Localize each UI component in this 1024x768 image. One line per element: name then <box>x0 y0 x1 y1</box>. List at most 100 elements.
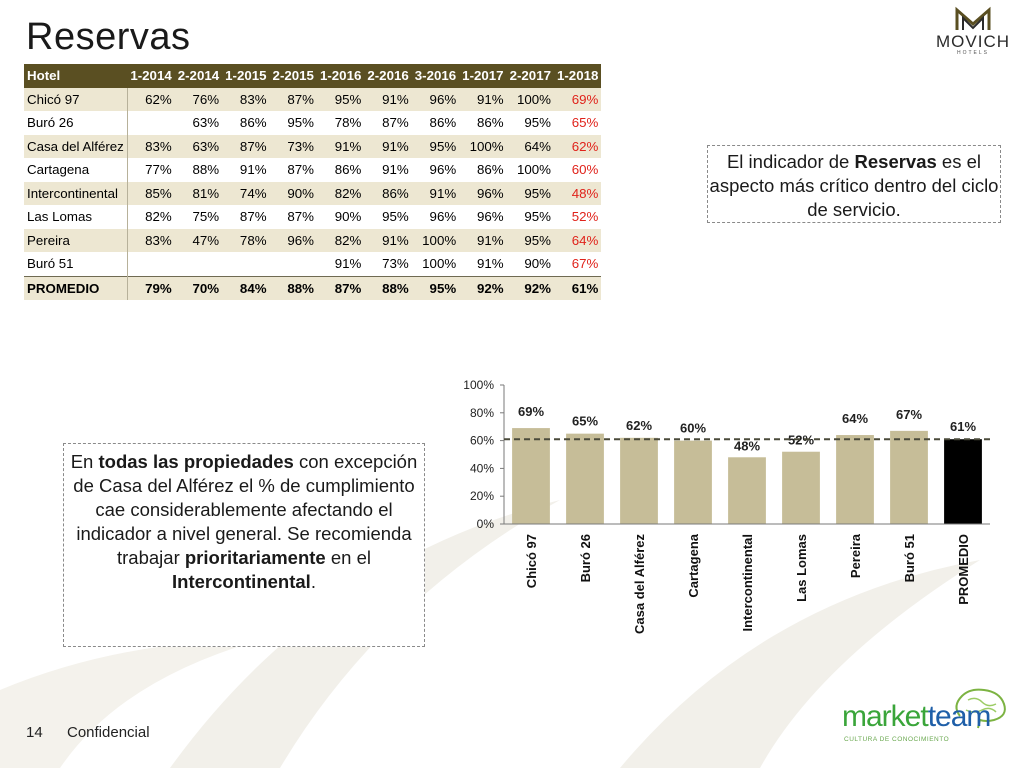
callout-text: con excepción de Casa del Alférez el % d… <box>73 451 418 568</box>
column-header-period: 1-2014 <box>127 64 175 88</box>
category-label: Las Lomas <box>794 534 809 602</box>
percentage-cell: 83% <box>222 87 270 111</box>
percentage-cell: 85% <box>127 181 175 205</box>
bar <box>728 457 766 524</box>
percentage-cell: 91% <box>459 87 507 111</box>
percentage-cell: 100% <box>411 228 460 252</box>
column-header-period: 1-2015 <box>222 64 270 88</box>
hotel-name-cell: Chicó 97 <box>24 87 128 111</box>
callout-text: en el <box>325 547 371 568</box>
percentage-cell <box>269 252 317 276</box>
average-value-cell: 88% <box>364 275 412 300</box>
y-tick-label: 60% <box>470 434 494 448</box>
percentage-cell: 63% <box>174 111 223 135</box>
y-tick-label: 80% <box>470 406 494 420</box>
percentage-cell: 62% <box>127 87 175 111</box>
hotel-name-cell: Las Lomas <box>24 205 128 229</box>
marketteam-wordmark: marketteam <box>842 700 991 734</box>
bar <box>620 437 658 524</box>
column-header-period: 2-2016 <box>364 64 412 88</box>
percentage-cell: 96% <box>411 158 460 182</box>
percentage-cell: 83% <box>127 134 175 158</box>
percentage-cell: 75% <box>174 205 223 229</box>
table-row: Casa del Alférez 83% 63% 87% 73% 91% 91% 95% 100… <box>24 134 602 158</box>
category-label: Intercontinental <box>740 534 755 632</box>
percentage-cell: 73% <box>364 252 412 276</box>
percentage-cell: 82% <box>127 205 175 229</box>
percentage-cell: 100% <box>506 158 554 182</box>
percentage-cell: 95% <box>506 205 554 229</box>
percentage-cell: 91% <box>316 252 365 276</box>
percentage-cell: 74% <box>222 181 270 205</box>
table-row: Las Lomas 82% 75% 87% 87% 90% 95% 96% 96% 95% 52% <box>24 205 602 229</box>
propiedades-callout: En todas las propiedades con excepción d… <box>63 443 425 647</box>
column-header-period: 1-2017 <box>459 64 507 88</box>
bar <box>512 428 550 524</box>
average-value-cell: 88% <box>269 275 317 300</box>
table-row: Pereira 83% 47% 78% 96% 82% 91% 100% 91% 95% 64% <box>24 228 602 252</box>
column-header-period: 2-2017 <box>506 64 554 88</box>
y-tick-label: 40% <box>470 461 494 475</box>
percentage-cell: 83% <box>127 228 175 252</box>
column-header-period: 1-2018 <box>553 64 602 88</box>
data-label: 62% <box>626 418 652 433</box>
percentage-cell: 52% <box>553 205 602 229</box>
average-value-cell: 84% <box>222 275 270 300</box>
percentage-cell: 91% <box>411 181 460 205</box>
percentage-cell: 78% <box>316 111 365 135</box>
table-row: Buró 51 91% 73% 100% 91% 90% 67% <box>24 252 602 276</box>
percentage-cell: 82% <box>316 181 365 205</box>
table-row: Intercontinental 85% 81% 74% 90% 82% 86% 91% 96%… <box>24 181 602 205</box>
data-label: 48% <box>734 438 760 453</box>
percentage-cell: 87% <box>269 205 317 229</box>
data-label: 69% <box>518 404 544 419</box>
percentage-cell: 87% <box>269 158 317 182</box>
percentage-cell: 100% <box>459 134 507 158</box>
percentage-cell: 48% <box>553 181 602 205</box>
percentage-cell: 67% <box>553 252 602 276</box>
marketteam-tagline: CULTURA DE CONOCIMIENTO <box>844 736 950 743</box>
percentage-cell: 100% <box>411 252 460 276</box>
footer-label: Confidencial <box>67 724 150 741</box>
callout-text: El indicador de <box>726 151 855 172</box>
percentage-cell: 91% <box>364 87 412 111</box>
percentage-cell: 60% <box>553 158 602 182</box>
percentage-cell: 91% <box>364 158 412 182</box>
average-row: PROMEDIO 79% 70% 84% 88% 87% 88% 95% 92% 92% 61% <box>24 275 602 300</box>
percentage-cell: 87% <box>269 87 317 111</box>
percentage-cell: 64% <box>506 134 554 158</box>
column-header-period: 2-2015 <box>269 64 317 88</box>
callout-bold: todas las propiedades <box>98 451 294 472</box>
percentage-cell: 95% <box>316 87 365 111</box>
percentage-cell: 87% <box>222 134 270 158</box>
percentage-cell: 86% <box>459 158 507 182</box>
percentage-cell <box>127 111 175 135</box>
percentage-cell: 47% <box>174 228 223 252</box>
brain-icon <box>955 688 1006 729</box>
percentage-cell: 90% <box>316 205 365 229</box>
percentage-cell: 65% <box>553 111 602 135</box>
percentage-cell: 64% <box>553 228 602 252</box>
data-label: 65% <box>572 414 598 429</box>
callout-bold: Reservas <box>854 151 937 172</box>
hotel-name-cell: Buró 51 <box>24 252 128 276</box>
average-value-cell: 92% <box>506 275 554 300</box>
percentage-cell: 96% <box>269 228 317 252</box>
percentage-cell: 96% <box>411 205 460 229</box>
category-label: Chicó 97 <box>524 534 539 588</box>
percentage-cell: 96% <box>459 181 507 205</box>
percentage-cell: 73% <box>269 134 317 158</box>
average-label-cell: PROMEDIO <box>24 275 128 300</box>
hotel-name-cell: Pereira <box>24 228 128 252</box>
percentage-cell: 95% <box>506 111 554 135</box>
percentage-cell: 91% <box>364 228 412 252</box>
percentage-cell: 95% <box>364 205 412 229</box>
percentage-cell: 86% <box>411 111 460 135</box>
page-number: 14 <box>26 724 43 741</box>
percentage-cell: 82% <box>316 228 365 252</box>
bar <box>566 433 604 524</box>
percentage-cell: 77% <box>127 158 175 182</box>
table-row: Cartagena 77% 88% 91% 87% 86% 91% 96% 86% 100% 60% <box>24 158 602 182</box>
marketteam-word-a: market <box>842 700 929 733</box>
percentage-cell: 90% <box>269 181 317 205</box>
